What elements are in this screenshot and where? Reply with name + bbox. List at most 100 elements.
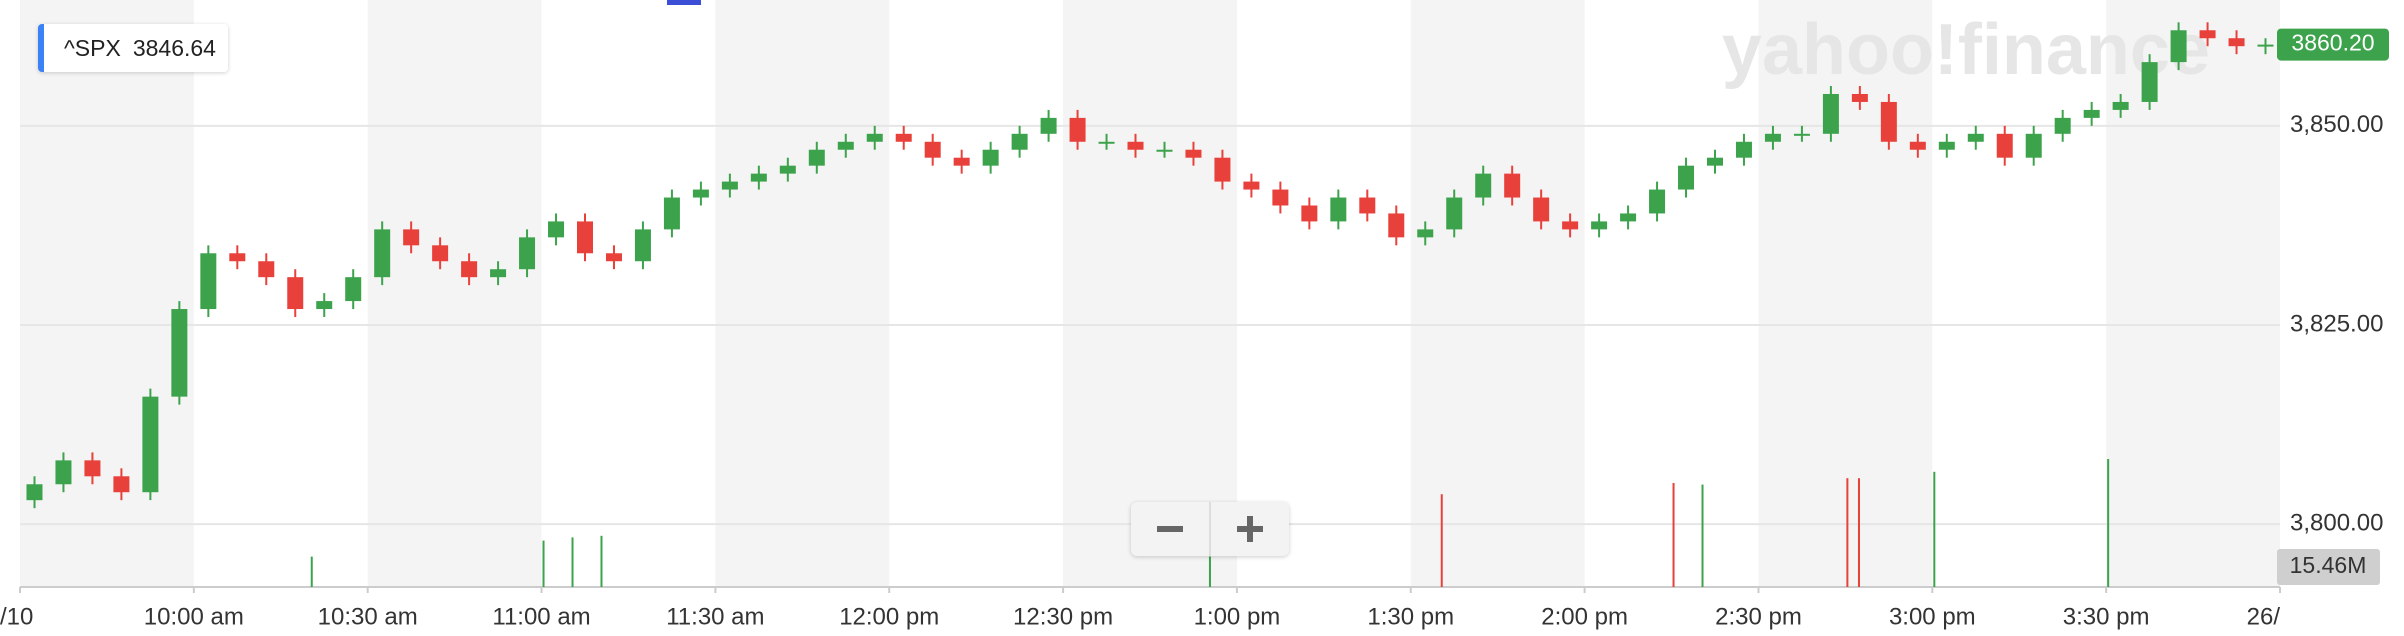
volume-bar: [542, 540, 545, 587]
symbol: ^SPX: [64, 34, 121, 61]
candle-body: [258, 261, 275, 278]
volume-bar: [600, 535, 603, 587]
candle-body: [1127, 141, 1144, 150]
candle-body: [924, 141, 941, 158]
candle-body: [403, 229, 420, 246]
volume-bar: [1846, 478, 1849, 587]
candle-body: [1272, 189, 1289, 206]
candle-body: [779, 165, 796, 174]
candle-body: [432, 245, 449, 262]
candle-body: [2025, 133, 2042, 158]
volume-bar: [1672, 483, 1675, 587]
candle-body: [1475, 173, 1492, 198]
candle-body: [1822, 93, 1839, 134]
candle-body: [461, 261, 478, 278]
x-tick-label: 12:00 pm: [839, 603, 939, 630]
candle-body: [490, 269, 507, 278]
x-tick-label: 3:30 pm: [2063, 603, 2150, 630]
candle-body: [2141, 62, 2158, 102]
zoom-controls: [1131, 502, 1289, 556]
candle-body: [84, 460, 101, 477]
candle-body: [953, 157, 970, 166]
candle-body: [1156, 149, 1173, 152]
candle-body: [1330, 197, 1347, 222]
band: [367, 0, 542, 587]
volume-bar: [2107, 459, 2110, 587]
candle-body: [750, 173, 767, 182]
candle-body: [1649, 189, 1666, 214]
candle-body: [692, 189, 709, 198]
candle-body: [142, 396, 159, 493]
candle-body: [1764, 133, 1781, 142]
x-tick-label: 3:00 pm: [1889, 603, 1976, 630]
last-price-box: [2277, 28, 2389, 61]
candle-body: [837, 141, 854, 150]
candle-body: [1793, 133, 1810, 136]
zoom-out[interactable]: [1131, 502, 1211, 556]
minus-icon: [1157, 526, 1183, 532]
candle-body: [1851, 93, 1868, 102]
last-price-label: 3860.20: [2291, 30, 2374, 56]
plus-icon: [1237, 516, 1263, 542]
legend: ^SPX 3846.64: [38, 24, 228, 72]
candle-body: [1620, 213, 1637, 222]
candle-body: [866, 133, 883, 142]
x-tick-label: 10:00 am: [144, 603, 244, 630]
volume-bar: [1208, 556, 1211, 587]
x-tick-label: 10:30 am: [318, 603, 418, 630]
candle-body: [2083, 109, 2100, 118]
x-tick-label: 26/: [2247, 603, 2281, 630]
candle-body: [1909, 141, 1926, 150]
volume-bar: [310, 556, 313, 587]
volume-bar: [1933, 471, 1936, 587]
candle-body: [287, 277, 304, 310]
candle-body: [1388, 213, 1405, 238]
candle-body: [1967, 133, 1984, 142]
candle-body: [577, 221, 593, 254]
candle-body: [1562, 221, 1579, 230]
band: [1063, 0, 1237, 587]
bands: [20, 0, 2280, 587]
zoom-in[interactable]: [1211, 502, 1289, 556]
band: [2106, 0, 2280, 587]
candle-body: [1446, 197, 1463, 230]
candle-body: [605, 253, 622, 262]
volume-bar: [1440, 494, 1443, 587]
volume-label: 15.46M: [2290, 552, 2367, 578]
x-tick-label: 1:30 pm: [1367, 603, 1454, 630]
candle-body: [895, 133, 912, 142]
x-tick-label: 2:00 pm: [1541, 603, 1628, 630]
candle-body: [1678, 165, 1695, 190]
candle-body: [1996, 133, 2013, 158]
y-tick-label: 3,825.00: [2290, 310, 2383, 337]
candle-body: [229, 253, 246, 262]
candle-body: [808, 149, 825, 166]
band: [1758, 0, 1933, 587]
y-tick-label: 3,800.00: [2290, 509, 2383, 536]
volume-bar: [1857, 478, 1860, 587]
candle-body: [1011, 133, 1028, 150]
candle-body: [1040, 117, 1057, 134]
candle-body: [1301, 205, 1318, 222]
candle-body: [1417, 229, 1434, 238]
candle-body: [1359, 197, 1376, 214]
candle-body: [2054, 117, 2071, 134]
candle-body: [2170, 30, 2187, 63]
candle-body: [663, 197, 680, 230]
volume-bar: [1701, 484, 1704, 587]
candle-body: [1938, 141, 1955, 150]
candle-body: [1880, 101, 1897, 142]
candle-body: [1069, 117, 1086, 142]
candle-body: [26, 484, 43, 501]
x-tick-label: 11:30 am: [666, 603, 764, 630]
x-tick-label: 1:00 pm: [1194, 603, 1281, 630]
candle-body: [345, 277, 362, 302]
candle-body: [1735, 141, 1752, 158]
candle-body: [113, 476, 130, 493]
candle-body: [2112, 101, 2129, 110]
candle-body: [171, 309, 188, 397]
candle-body: [2199, 30, 2216, 39]
candle-body: [1243, 181, 1260, 190]
candle-body: [2228, 38, 2245, 47]
